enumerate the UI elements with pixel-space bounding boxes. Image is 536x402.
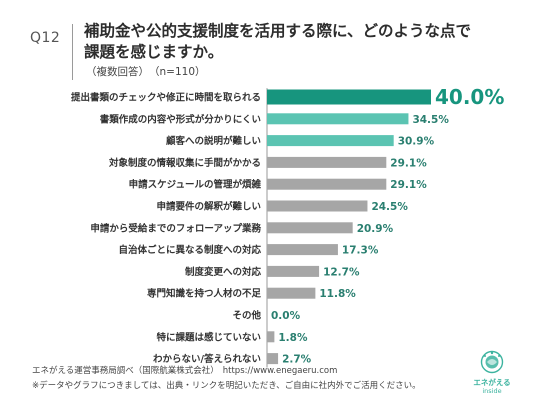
category-label: 専門知識を持つ人材の不足 bbox=[147, 288, 262, 300]
logo-sub: inside bbox=[482, 387, 502, 395]
category-label: 申請要件の解釈が難しい bbox=[156, 201, 261, 213]
source-url[interactable]: https://www.enegaeru.com bbox=[222, 366, 338, 376]
category-label: その他 bbox=[232, 310, 261, 322]
source-note: エネがえる運営事務局調べ（国際航業株式会社） https://www.enegae… bbox=[32, 364, 337, 376]
bar bbox=[267, 178, 387, 190]
bar bbox=[267, 156, 387, 168]
value-label: 0.0% bbox=[271, 310, 301, 322]
value-label: 34.5% bbox=[412, 114, 449, 126]
category-label: 申請から受給までのフォローアップ業務 bbox=[90, 222, 261, 234]
bar bbox=[267, 89, 431, 105]
category-label: わからない/答えられない bbox=[153, 353, 261, 365]
value-label: 30.9% bbox=[398, 136, 435, 148]
question-title: 補助金や公的支援制度を活用する際に、どのような点で 課題を感じますか。 bbox=[84, 21, 514, 63]
value-label: 29.1% bbox=[390, 157, 427, 169]
question-title-line2: 課題を感じますか。 bbox=[84, 43, 224, 61]
category-label: 制度変更への対応 bbox=[185, 266, 262, 278]
usage-note: ※データやグラフにつきましては、出典・リンクを明記いただき、ご自由に社内外でご活… bbox=[32, 381, 421, 391]
header-divider bbox=[72, 24, 73, 80]
value-label: 20.9% bbox=[357, 223, 394, 235]
category-label: 特に課題は感じていない bbox=[156, 331, 261, 343]
value-label: 29.1% bbox=[390, 179, 427, 191]
bar bbox=[267, 287, 316, 299]
value-label: 40.0% bbox=[435, 85, 504, 109]
enegaeru-logo: エネがえる inside bbox=[472, 350, 512, 396]
value-label: 11.8% bbox=[319, 288, 356, 300]
value-label: 1.8% bbox=[278, 332, 308, 344]
category-label: 自治体ごとに異なる制度への対応 bbox=[118, 244, 261, 256]
question-number: Q12 bbox=[30, 30, 61, 46]
category-label: 申請スケジュールの管理が煩雑 bbox=[129, 179, 262, 191]
bar bbox=[267, 265, 320, 277]
category-label: 顧客への説明が難しい bbox=[166, 135, 261, 147]
logo-name: エネがえる bbox=[473, 378, 511, 387]
category-label: 書類作成の内容や形式が分かりにくい bbox=[100, 113, 261, 125]
question-title-line1: 補助金や公的支援制度を活用する際に、どのような点で bbox=[84, 22, 472, 40]
question-subtitle: （複数回答） （n=110） bbox=[86, 66, 206, 78]
value-label: 24.5% bbox=[371, 201, 408, 213]
value-label: 2.7% bbox=[282, 354, 312, 366]
bar bbox=[267, 200, 368, 212]
value-label: 17.3% bbox=[342, 245, 379, 257]
bar bbox=[267, 244, 338, 256]
bar bbox=[267, 222, 353, 234]
bar bbox=[267, 353, 279, 365]
bar bbox=[267, 113, 409, 125]
bar bbox=[267, 135, 394, 147]
source-text: エネがえる運営事務局調べ（国際航業株式会社） bbox=[32, 366, 219, 376]
logo-globe-icon bbox=[480, 350, 504, 374]
bar bbox=[267, 331, 275, 343]
category-label: 提出書類のチェックや修正に時間を取られる bbox=[71, 92, 261, 104]
value-label: 12.7% bbox=[323, 266, 360, 278]
category-label: 対象制度の情報収集に手間がかかる bbox=[108, 157, 261, 169]
